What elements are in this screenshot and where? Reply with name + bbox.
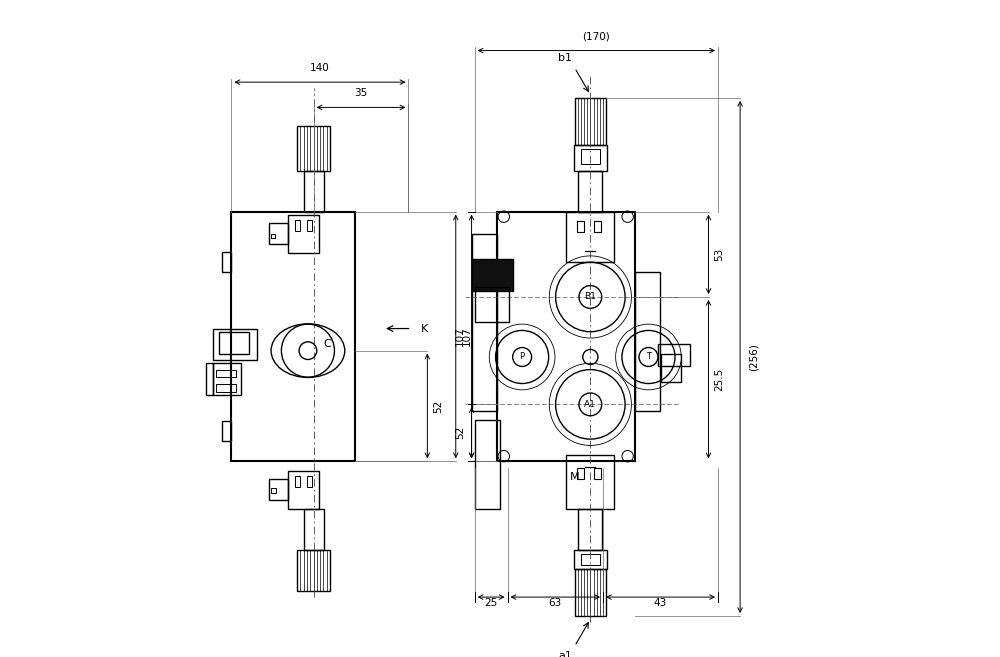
Bar xyxy=(222,252,231,271)
Text: K: K xyxy=(421,323,428,334)
Bar xyxy=(566,212,614,262)
Text: 52: 52 xyxy=(455,426,465,440)
Bar xyxy=(297,550,330,591)
Bar xyxy=(219,332,249,354)
Bar xyxy=(497,212,635,461)
Bar xyxy=(577,221,584,232)
Bar xyxy=(271,488,276,493)
Bar xyxy=(269,479,288,500)
Bar xyxy=(307,476,312,487)
Bar xyxy=(635,272,660,411)
Bar xyxy=(594,221,601,232)
Text: 52: 52 xyxy=(433,399,443,413)
Bar xyxy=(295,220,300,231)
Text: (170): (170) xyxy=(582,31,610,41)
Bar xyxy=(271,235,275,238)
Bar xyxy=(574,550,607,569)
Bar xyxy=(297,126,330,171)
Text: 53: 53 xyxy=(714,248,724,261)
Bar xyxy=(304,171,324,212)
Text: 107: 107 xyxy=(462,327,472,346)
Bar xyxy=(472,234,497,411)
Text: 107: 107 xyxy=(455,327,465,346)
Bar xyxy=(574,145,607,171)
Bar xyxy=(269,223,288,244)
Bar xyxy=(575,98,606,145)
Bar xyxy=(472,259,513,290)
Text: B1: B1 xyxy=(584,292,596,302)
Bar xyxy=(216,384,236,392)
Text: b1: b1 xyxy=(558,53,572,63)
Bar xyxy=(288,470,319,509)
Bar xyxy=(575,569,606,616)
Bar xyxy=(475,420,500,509)
Bar xyxy=(475,288,509,322)
Text: 25.5: 25.5 xyxy=(714,367,724,391)
Text: M: M xyxy=(570,472,579,482)
Text: A1: A1 xyxy=(584,400,596,409)
Bar xyxy=(581,149,600,164)
Text: 43: 43 xyxy=(654,599,667,608)
Bar xyxy=(658,344,690,367)
Bar xyxy=(566,455,614,509)
Bar xyxy=(577,468,584,479)
Bar xyxy=(295,476,300,487)
Bar xyxy=(578,509,602,550)
Text: P: P xyxy=(520,352,525,361)
Text: (256): (256) xyxy=(749,343,759,371)
Bar xyxy=(206,363,213,395)
Text: 63: 63 xyxy=(549,599,562,608)
Text: 25: 25 xyxy=(485,599,498,608)
Bar xyxy=(581,554,600,566)
Text: 140: 140 xyxy=(310,62,330,73)
Bar xyxy=(216,370,236,377)
Bar xyxy=(288,215,319,253)
Bar xyxy=(661,354,681,382)
Bar xyxy=(304,509,324,550)
Text: 35: 35 xyxy=(354,88,368,98)
Text: C: C xyxy=(324,340,331,350)
Bar xyxy=(578,171,602,212)
Bar xyxy=(594,468,601,479)
Text: T: T xyxy=(646,352,651,361)
Bar xyxy=(231,212,355,461)
Bar xyxy=(222,421,231,442)
Bar xyxy=(213,363,241,395)
Bar xyxy=(213,328,257,360)
Text: a1: a1 xyxy=(558,651,572,657)
Bar xyxy=(307,220,312,231)
